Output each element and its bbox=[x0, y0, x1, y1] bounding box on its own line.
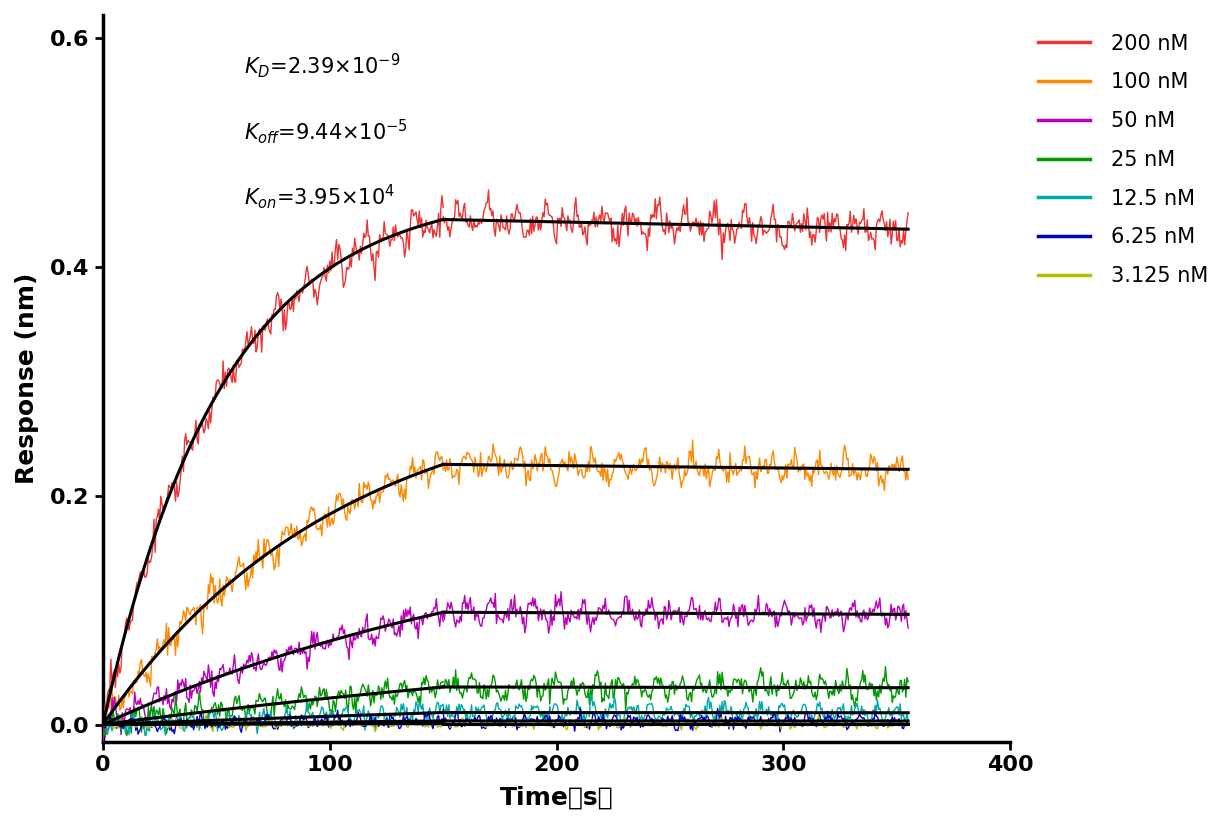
Legend: 200 nM, 100 nM, 50 nM, 25 nM, 12.5 nM, 6.25 nM, 3.125 nM: 200 nM, 100 nM, 50 nM, 25 nM, 12.5 nM, 6… bbox=[1030, 26, 1216, 295]
Y-axis label: Response (nm): Response (nm) bbox=[15, 272, 39, 484]
Text: $K_{off}$=9.44×10$^{-5}$: $K_{off}$=9.44×10$^{-5}$ bbox=[244, 116, 408, 145]
Text: $K_D$=2.39×10$^{-9}$: $K_D$=2.39×10$^{-9}$ bbox=[244, 51, 400, 80]
Text: $K_{on}$=3.95×10$^{4}$: $K_{on}$=3.95×10$^{4}$ bbox=[244, 182, 394, 211]
X-axis label: Time（s）: Time（s） bbox=[500, 786, 614, 810]
